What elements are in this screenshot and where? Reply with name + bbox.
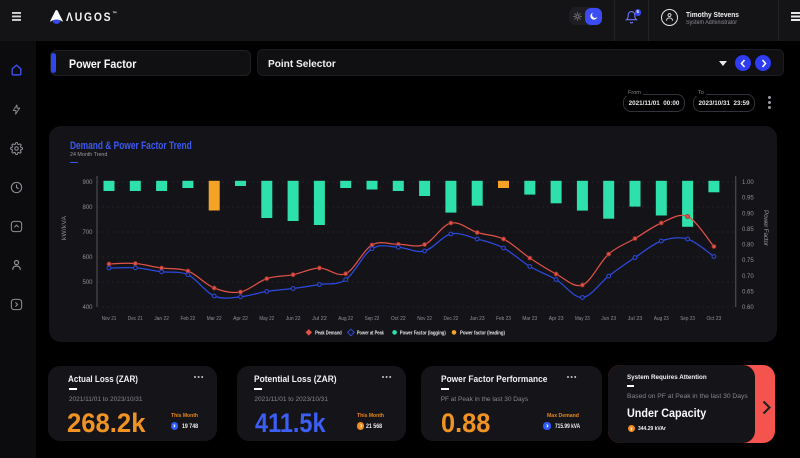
svg-text:Power factor (leading): Power factor (leading) <box>460 330 505 336</box>
svg-text:Aug 23: Aug 23 <box>654 316 669 322</box>
svg-text:Jun 23: Jun 23 <box>601 316 616 322</box>
svg-text:Power Factor: Power Factor <box>762 210 769 247</box>
svg-text:May 22: May 22 <box>259 316 274 322</box>
svg-text:Apr 23: Apr 23 <box>549 316 564 322</box>
svg-text:Feb 22: Feb 22 <box>181 316 196 322</box>
svg-text:Mar 23: Mar 23 <box>522 316 537 322</box>
svg-text:Dec 22: Dec 22 <box>444 316 459 322</box>
svg-text:Nov 21: Nov 21 <box>102 316 117 322</box>
svg-text:1.00: 1.00 <box>742 180 754 186</box>
svg-text:0.85: 0.85 <box>742 227 754 233</box>
svg-text:700: 700 <box>82 230 93 236</box>
svg-text:0.60: 0.60 <box>742 305 754 311</box>
svg-text:May 23: May 23 <box>575 316 590 322</box>
svg-text:Power Factor (lagging): Power Factor (lagging) <box>400 330 446 336</box>
svg-text:Oct 23: Oct 23 <box>707 316 722 322</box>
svg-text:Power at Peak: Power at Peak <box>357 330 384 336</box>
svg-text:0.95: 0.95 <box>742 196 754 202</box>
svg-text:Jun 22: Jun 22 <box>286 316 301 322</box>
svg-text:0.75: 0.75 <box>742 258 754 264</box>
svg-text:Dec 21: Dec 21 <box>128 316 143 322</box>
svg-text:Sep 22: Sep 22 <box>365 316 380 322</box>
svg-text:Nov 22: Nov 22 <box>417 316 432 322</box>
svg-text:0.80: 0.80 <box>742 243 754 249</box>
svg-text:Jan 23: Jan 23 <box>470 316 485 322</box>
svg-text:900: 900 <box>82 180 93 186</box>
svg-text:Sep 23: Sep 23 <box>680 316 695 322</box>
svg-text:kW/kVA: kW/kVA <box>61 215 68 240</box>
svg-text:400: 400 <box>82 305 93 311</box>
svg-text:0.70: 0.70 <box>742 274 754 280</box>
svg-text:Peak Demand: Peak Demand <box>315 330 342 336</box>
svg-text:Oct 22: Oct 22 <box>391 316 406 322</box>
svg-text:Apr 22: Apr 22 <box>233 316 248 322</box>
svg-text:Aug 22: Aug 22 <box>338 316 353 322</box>
svg-text:Jul 22: Jul 22 <box>312 316 327 322</box>
svg-text:800: 800 <box>82 205 93 211</box>
svg-text:Mar 22: Mar 22 <box>207 316 222 322</box>
svg-text:Feb 23: Feb 23 <box>496 316 511 322</box>
svg-text:0.65: 0.65 <box>742 289 754 295</box>
svg-text:Jan 22: Jan 22 <box>154 316 169 322</box>
svg-text:500: 500 <box>82 280 93 286</box>
svg-text:Jul 23: Jul 23 <box>628 316 643 322</box>
svg-text:600: 600 <box>82 255 93 261</box>
svg-text:0.90: 0.90 <box>742 211 754 217</box>
